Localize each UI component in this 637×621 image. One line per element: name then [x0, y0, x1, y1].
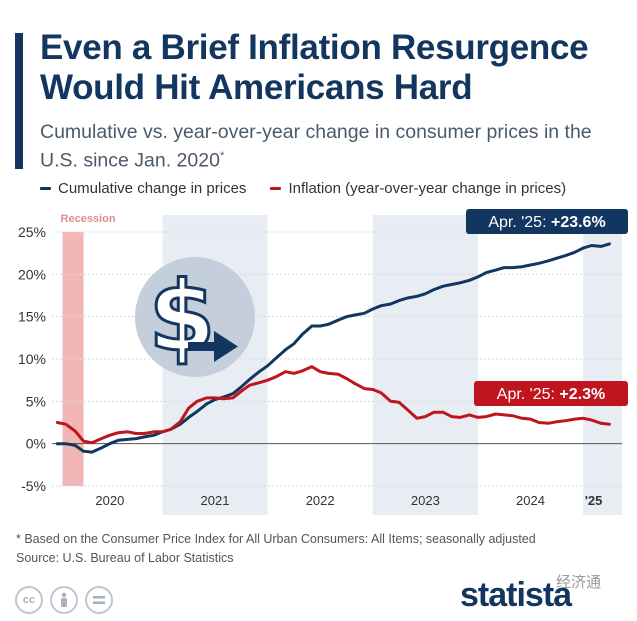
series-line-1 [55, 365, 611, 445]
y-tick-label: 20% [18, 266, 46, 282]
legend-label-cumulative: Cumulative change in prices [58, 180, 247, 197]
subtitle-text: Cumulative vs. year-over-year change in … [40, 121, 592, 172]
annotation-label-1: Apr. '25: +2.3% [497, 386, 605, 403]
x-tick-label: 2024 [516, 493, 545, 508]
annotation-prefix-1: Apr. '25: [497, 386, 560, 403]
license-icons: cc [15, 586, 120, 614]
footnote: * Based on the Consumer Price Index for … [16, 530, 536, 568]
x-tick-label: '25 [585, 493, 603, 508]
annotation-value-1: +2.3% [559, 386, 605, 403]
legend-swatch-inflation [270, 187, 282, 190]
y-tick-label: -5% [21, 478, 46, 494]
annotation-prefix-0: Apr. '25: [488, 214, 551, 231]
x-tick-label: 2021 [201, 493, 230, 508]
legend-label-inflation: Inflation (year-over-year change in pric… [288, 180, 567, 197]
footnote-note: * Based on the Consumer Price Index for … [16, 532, 536, 546]
creative-commons-icon[interactable]: cc [15, 586, 43, 614]
year-band-1 [372, 215, 478, 515]
icon-dollar-sign: $ [149, 261, 216, 373]
annotation-box-1 [474, 381, 628, 406]
annotation-label-0: Apr. '25: +23.6% [488, 214, 605, 231]
icon-arrow-shaft [188, 342, 218, 351]
icon-arrow-head [214, 331, 238, 362]
series-line-0 [55, 242, 611, 454]
watermark: 经济通 [556, 574, 602, 591]
y-tick-label: 5% [26, 393, 46, 409]
brand-logo-icon[interactable]: statista [460, 576, 572, 614]
y-tick-label: 10% [18, 351, 46, 367]
annotation-box-0 [466, 209, 628, 234]
y-tick-label: 25% [18, 224, 46, 240]
recession-label: Recession [61, 213, 116, 225]
y-tick-label: 0% [26, 436, 46, 452]
year-band-2 [583, 215, 622, 515]
chart-plot: Recession 25% 20% 15% 10% 5% 0% -5% 2020 2021 2022… [18, 209, 628, 515]
footnote-source: Source: U.S. Bureau of Labor Statistics [16, 551, 234, 565]
page-subtitle: Cumulative vs. year-over-year change in … [40, 120, 630, 173]
legend-swatch-cumulative [40, 187, 51, 190]
chart-legend: Cumulative change in prices Inflation (y… [40, 180, 590, 197]
title-accent-bar [15, 33, 23, 169]
no-derivatives-icon[interactable] [85, 586, 113, 614]
attribution-icon[interactable] [50, 586, 78, 614]
x-tick-label: 2022 [306, 493, 335, 508]
annotation-value-0: +23.6% [551, 214, 606, 231]
legend-item-inflation: Inflation (year-over-year change in pric… [270, 180, 566, 197]
x-tick-label: 2020 [95, 493, 124, 508]
x-tick-label: 2023 [411, 493, 440, 508]
dollar-arrow-icon: $ [135, 257, 255, 377]
legend-item-cumulative: Cumulative change in prices [40, 180, 246, 197]
y-tick-label: 15% [18, 309, 46, 325]
subtitle-footnote-mark: * [219, 150, 225, 162]
page-title: Even a Brief Inflation Resurgence Would … [40, 28, 589, 107]
